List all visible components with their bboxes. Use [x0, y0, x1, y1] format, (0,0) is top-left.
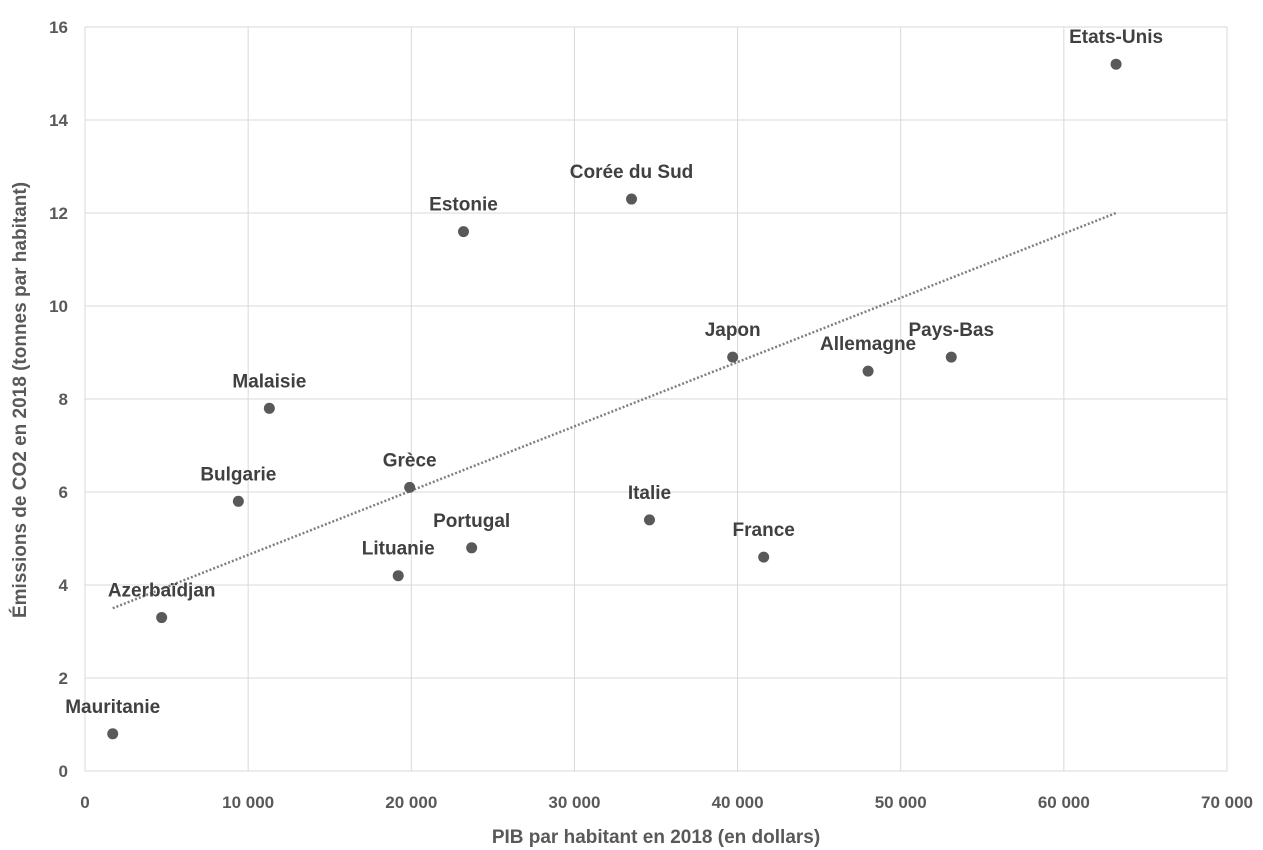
label-portugal: Portugal: [433, 511, 510, 532]
y-tick-label: 6: [59, 483, 68, 502]
label-pays-bas: Pays-Bas: [909, 320, 995, 341]
trendline-group: [112, 211, 1117, 610]
point-pays-bas: [945, 351, 957, 363]
x-tick-label: 10 000: [222, 793, 274, 812]
label-coree-du-sud: Corée du Sud: [570, 162, 694, 183]
x-tick-label: 0: [80, 793, 89, 812]
point-azerbaidjan: [156, 612, 168, 624]
point-france: [758, 551, 770, 563]
y-tick-label: 10: [49, 297, 68, 316]
y-tick-label: 12: [49, 204, 68, 223]
point-grece: [404, 481, 416, 493]
y-tick-label: 0: [59, 762, 68, 781]
x-tick-label: 40 000: [712, 793, 764, 812]
label-etats-unis: Etats-Unis: [1069, 27, 1163, 48]
point-etats-unis: [1110, 58, 1122, 70]
label-azerbaidjan: Azerbaïdjan: [108, 581, 216, 602]
point-italie: [643, 514, 655, 526]
label-grece: Grèce: [383, 450, 437, 471]
y-tick-label: 16: [49, 18, 68, 37]
y-tick-label: 4: [59, 576, 69, 595]
point-bulgarie: [232, 495, 244, 507]
x-axis-title: PIB par habitant en 2018 (en dollars): [492, 827, 820, 848]
y-axis-title: Émissions de CO2 en 2018 (tonnes par hab…: [9, 182, 31, 618]
point-malaisie: [263, 402, 275, 414]
x-tick-label: 60 000: [1038, 793, 1090, 812]
point-estonie: [457, 226, 469, 238]
point-coree-du-sud: [626, 193, 638, 205]
point-lituanie: [392, 570, 404, 582]
y-tick-label: 2: [59, 669, 68, 688]
label-estonie: Estonie: [429, 195, 498, 216]
x-tick-label: 50 000: [875, 793, 927, 812]
y-tick-label: 14: [49, 111, 68, 130]
x-axis-ticks: 0 10 000 20 000 30 000 40 000 50 000 60 000 70 …: [80, 793, 1253, 812]
label-mauritanie: Mauritanie: [65, 697, 160, 718]
label-italie: Italie: [628, 483, 671, 504]
gridlines: [84, 26, 1228, 772]
trendline: [112, 211, 1117, 610]
data-points: [107, 58, 1122, 740]
label-france: France: [733, 520, 795, 541]
point-japon: [727, 351, 739, 363]
y-axis-ticks: 0 2 4 6 8 10 12 14 16: [49, 18, 68, 781]
label-malaisie: Malaisie: [232, 371, 306, 392]
label-japon: Japon: [705, 320, 761, 341]
point-portugal: [466, 542, 478, 554]
label-bulgarie: Bulgarie: [200, 464, 276, 485]
point-allemagne: [862, 365, 874, 377]
data-labels: Mauritanie Azerbaïdjan Bulgarie Malaisie Lit…: [65, 27, 1163, 718]
x-tick-label: 70 000: [1201, 793, 1253, 812]
y-tick-label: 8: [59, 390, 68, 409]
label-allemagne: Allemagne: [820, 334, 916, 355]
point-mauritanie: [107, 728, 119, 740]
x-tick-label: 20 000: [385, 793, 437, 812]
x-tick-label: 30 000: [548, 793, 600, 812]
label-lituanie: Lituanie: [362, 539, 435, 560]
